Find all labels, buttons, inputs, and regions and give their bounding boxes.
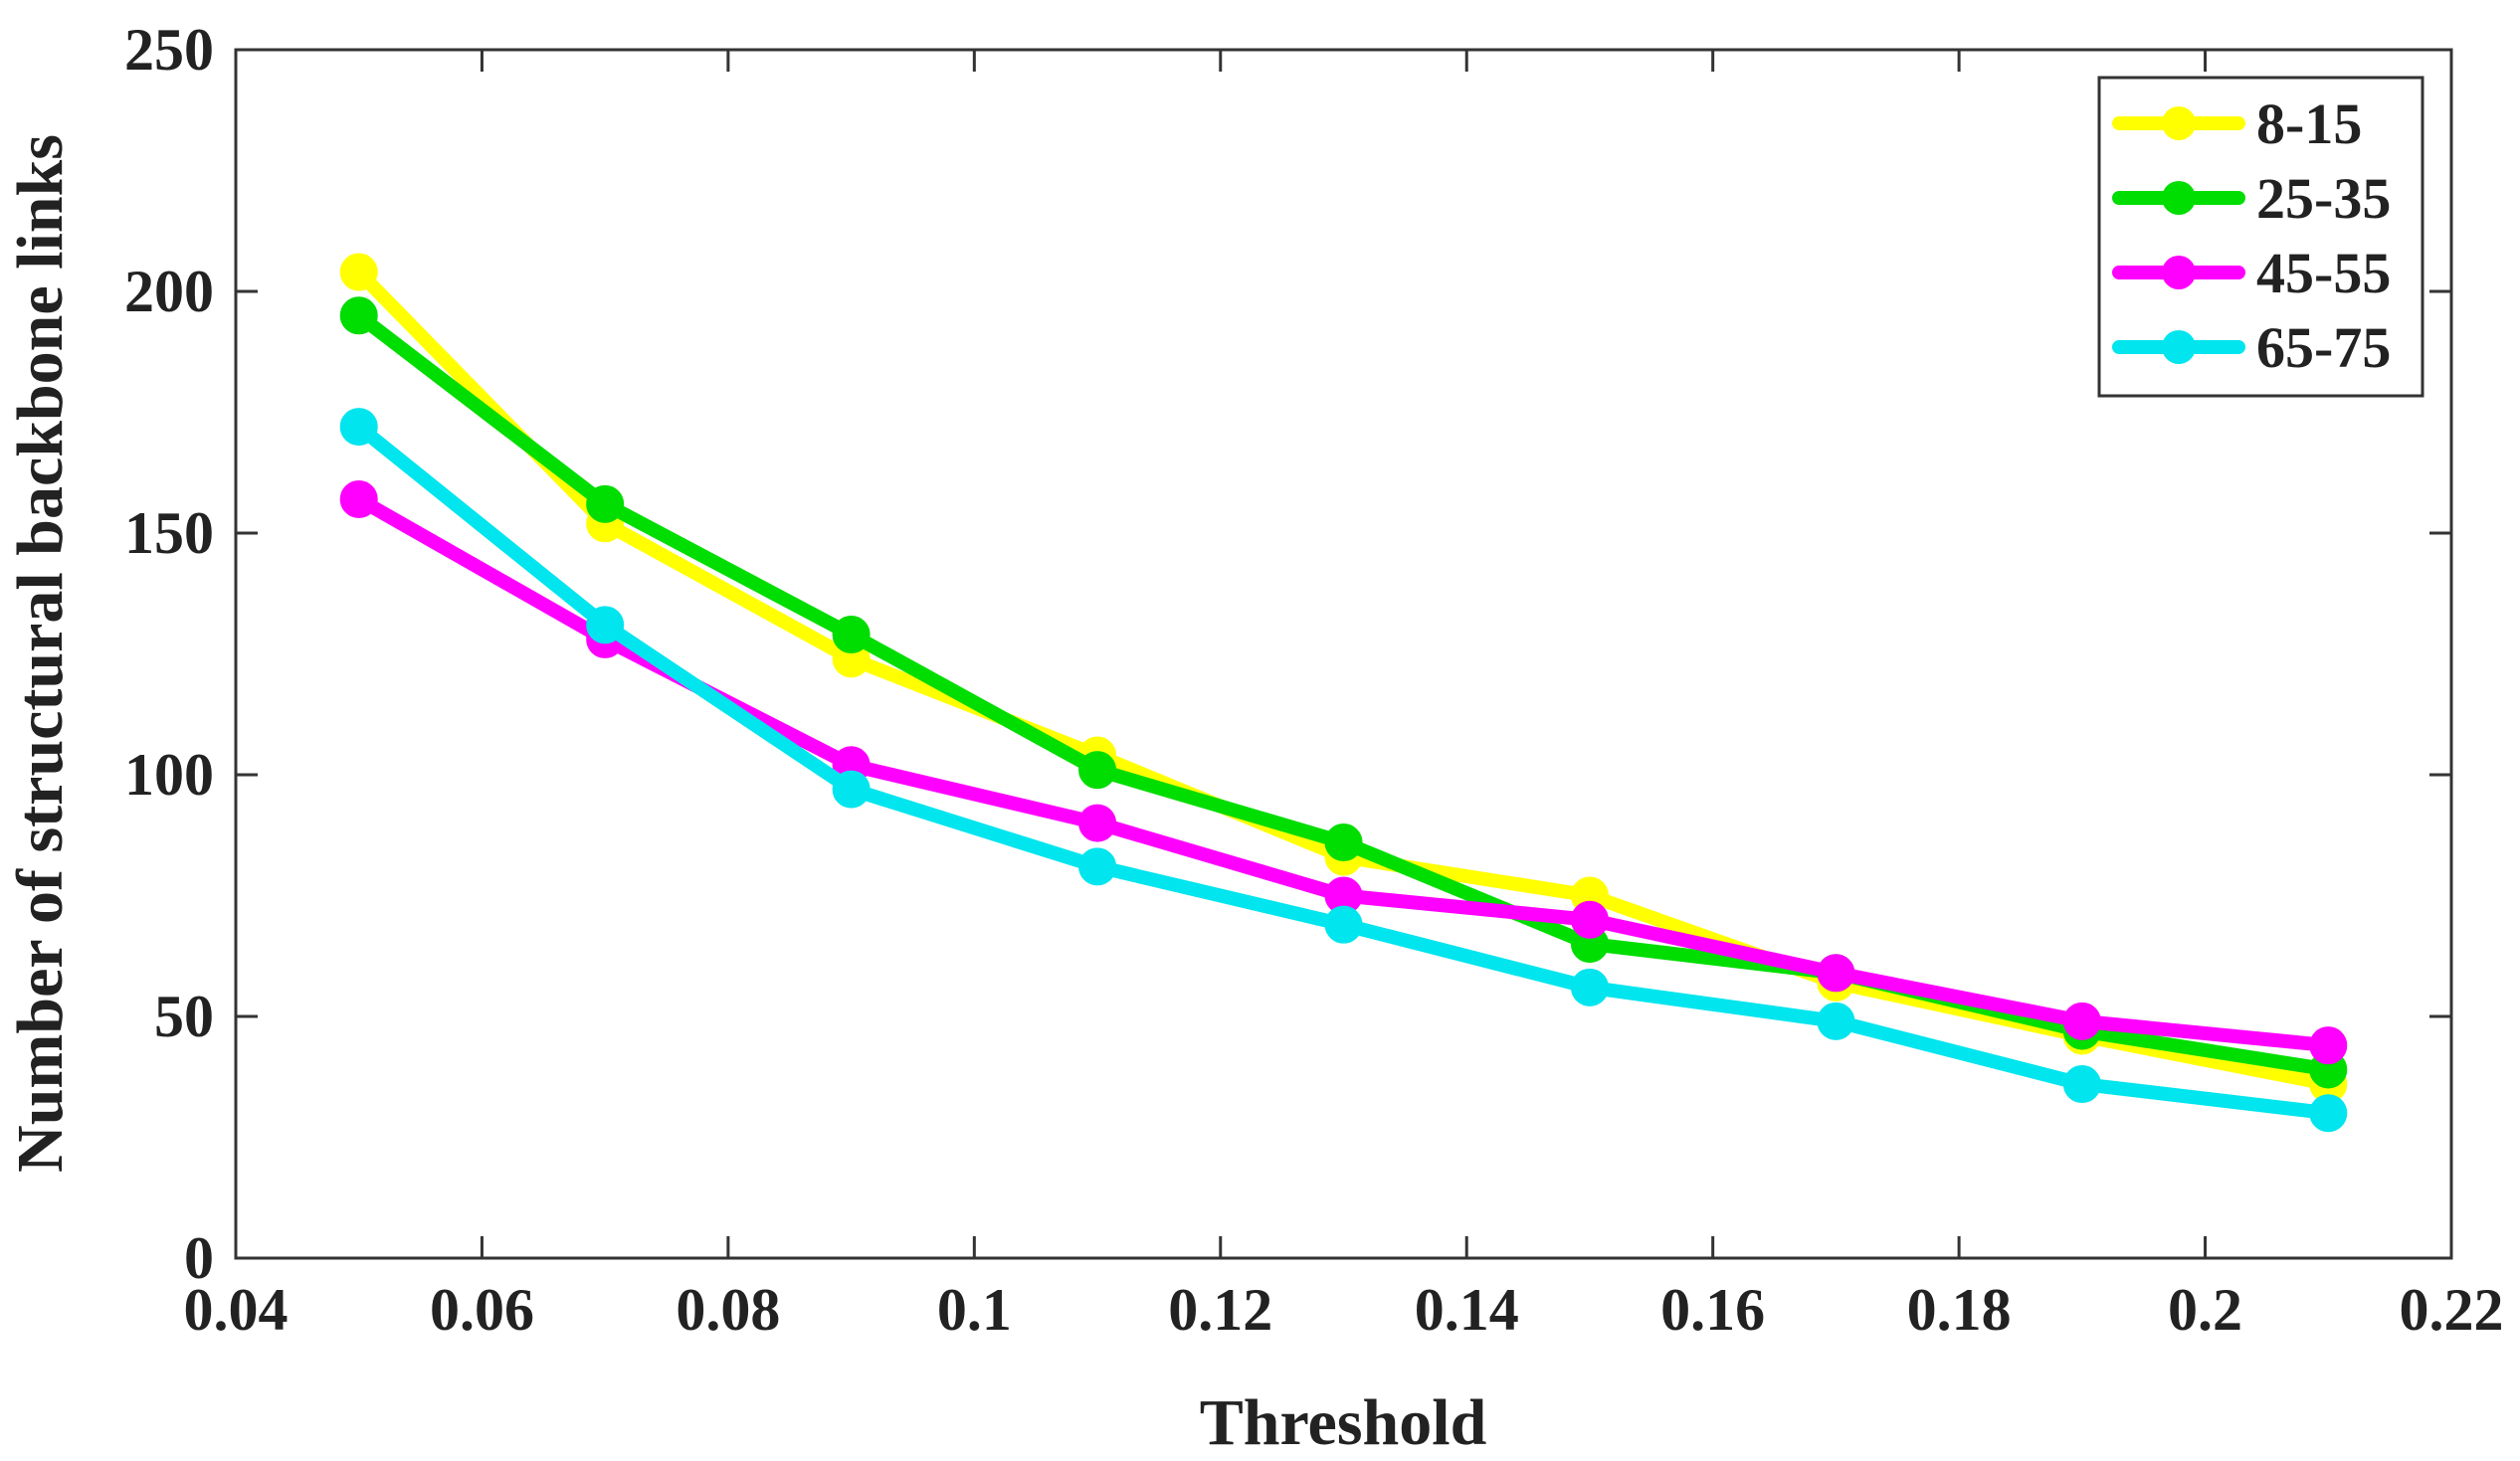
data-point	[1570, 968, 1609, 1006]
y-axis-label: Number of structural backbone links	[4, 134, 77, 1173]
data-point	[832, 770, 871, 809]
data-point	[339, 253, 378, 291]
data-point	[1324, 905, 1363, 944]
data-point	[2309, 1026, 2348, 1065]
data-point	[339, 479, 378, 518]
series-layer	[339, 253, 2348, 1133]
x-tick-label: 0.12	[1168, 1277, 1272, 1343]
y-tick-label: 0	[184, 1225, 214, 1291]
legend-label: 25-35	[2256, 166, 2391, 231]
x-tick-label: 0.18	[1907, 1277, 2012, 1343]
x-axis-label: Threshold	[1200, 1386, 1487, 1459]
x-tick-label: 0.04	[184, 1277, 289, 1343]
data-point	[339, 408, 378, 447]
y-tick-label: 150	[124, 500, 214, 566]
y-tick-label: 50	[154, 984, 214, 1049]
y-tick-label: 250	[124, 17, 214, 83]
legend-marker	[2162, 106, 2196, 140]
y-tick-label: 100	[124, 742, 214, 808]
x-tick-label: 0.22	[2400, 1277, 2504, 1343]
data-point	[2062, 1065, 2101, 1104]
data-point	[1817, 1002, 1855, 1040]
data-point	[1078, 847, 1117, 886]
legend: 8-15 25-35 45-55 65-75	[2097, 76, 2424, 398]
legend-label: 65-75	[2256, 315, 2391, 380]
y-tick-label: 200	[124, 259, 214, 324]
data-point	[2309, 1094, 2348, 1133]
data-point	[1817, 954, 1855, 993]
x-tick-label: 0.1	[937, 1277, 1012, 1343]
data-point	[1078, 751, 1117, 790]
legend-marker	[2162, 330, 2196, 364]
data-point	[832, 616, 871, 654]
data-point	[339, 296, 378, 335]
data-point	[586, 606, 625, 644]
legend-marker	[2162, 256, 2196, 289]
x-tick-label: 0.08	[676, 1277, 780, 1343]
data-point	[1324, 823, 1363, 862]
x-tick-label: 0.14	[1415, 1277, 1519, 1343]
x-tick-label: 0.16	[1660, 1277, 1765, 1343]
legend-label: 8-15	[2256, 91, 2362, 156]
legend-label: 45-55	[2256, 241, 2391, 305]
data-point	[2062, 1002, 2101, 1040]
legend-marker	[2162, 181, 2196, 215]
data-point	[1078, 804, 1117, 842]
y-axis: 0 50 100 150 200 250	[124, 17, 2451, 1291]
x-tick-label: 0.2	[2168, 1277, 2242, 1343]
data-point	[586, 484, 625, 523]
data-point	[1570, 900, 1609, 939]
x-axis: 0.04 0.06 0.08 0.1 0.12 0.14 0.16 0.18 0.2 0.22	[184, 50, 2504, 1343]
x-tick-label: 0.06	[430, 1277, 534, 1343]
